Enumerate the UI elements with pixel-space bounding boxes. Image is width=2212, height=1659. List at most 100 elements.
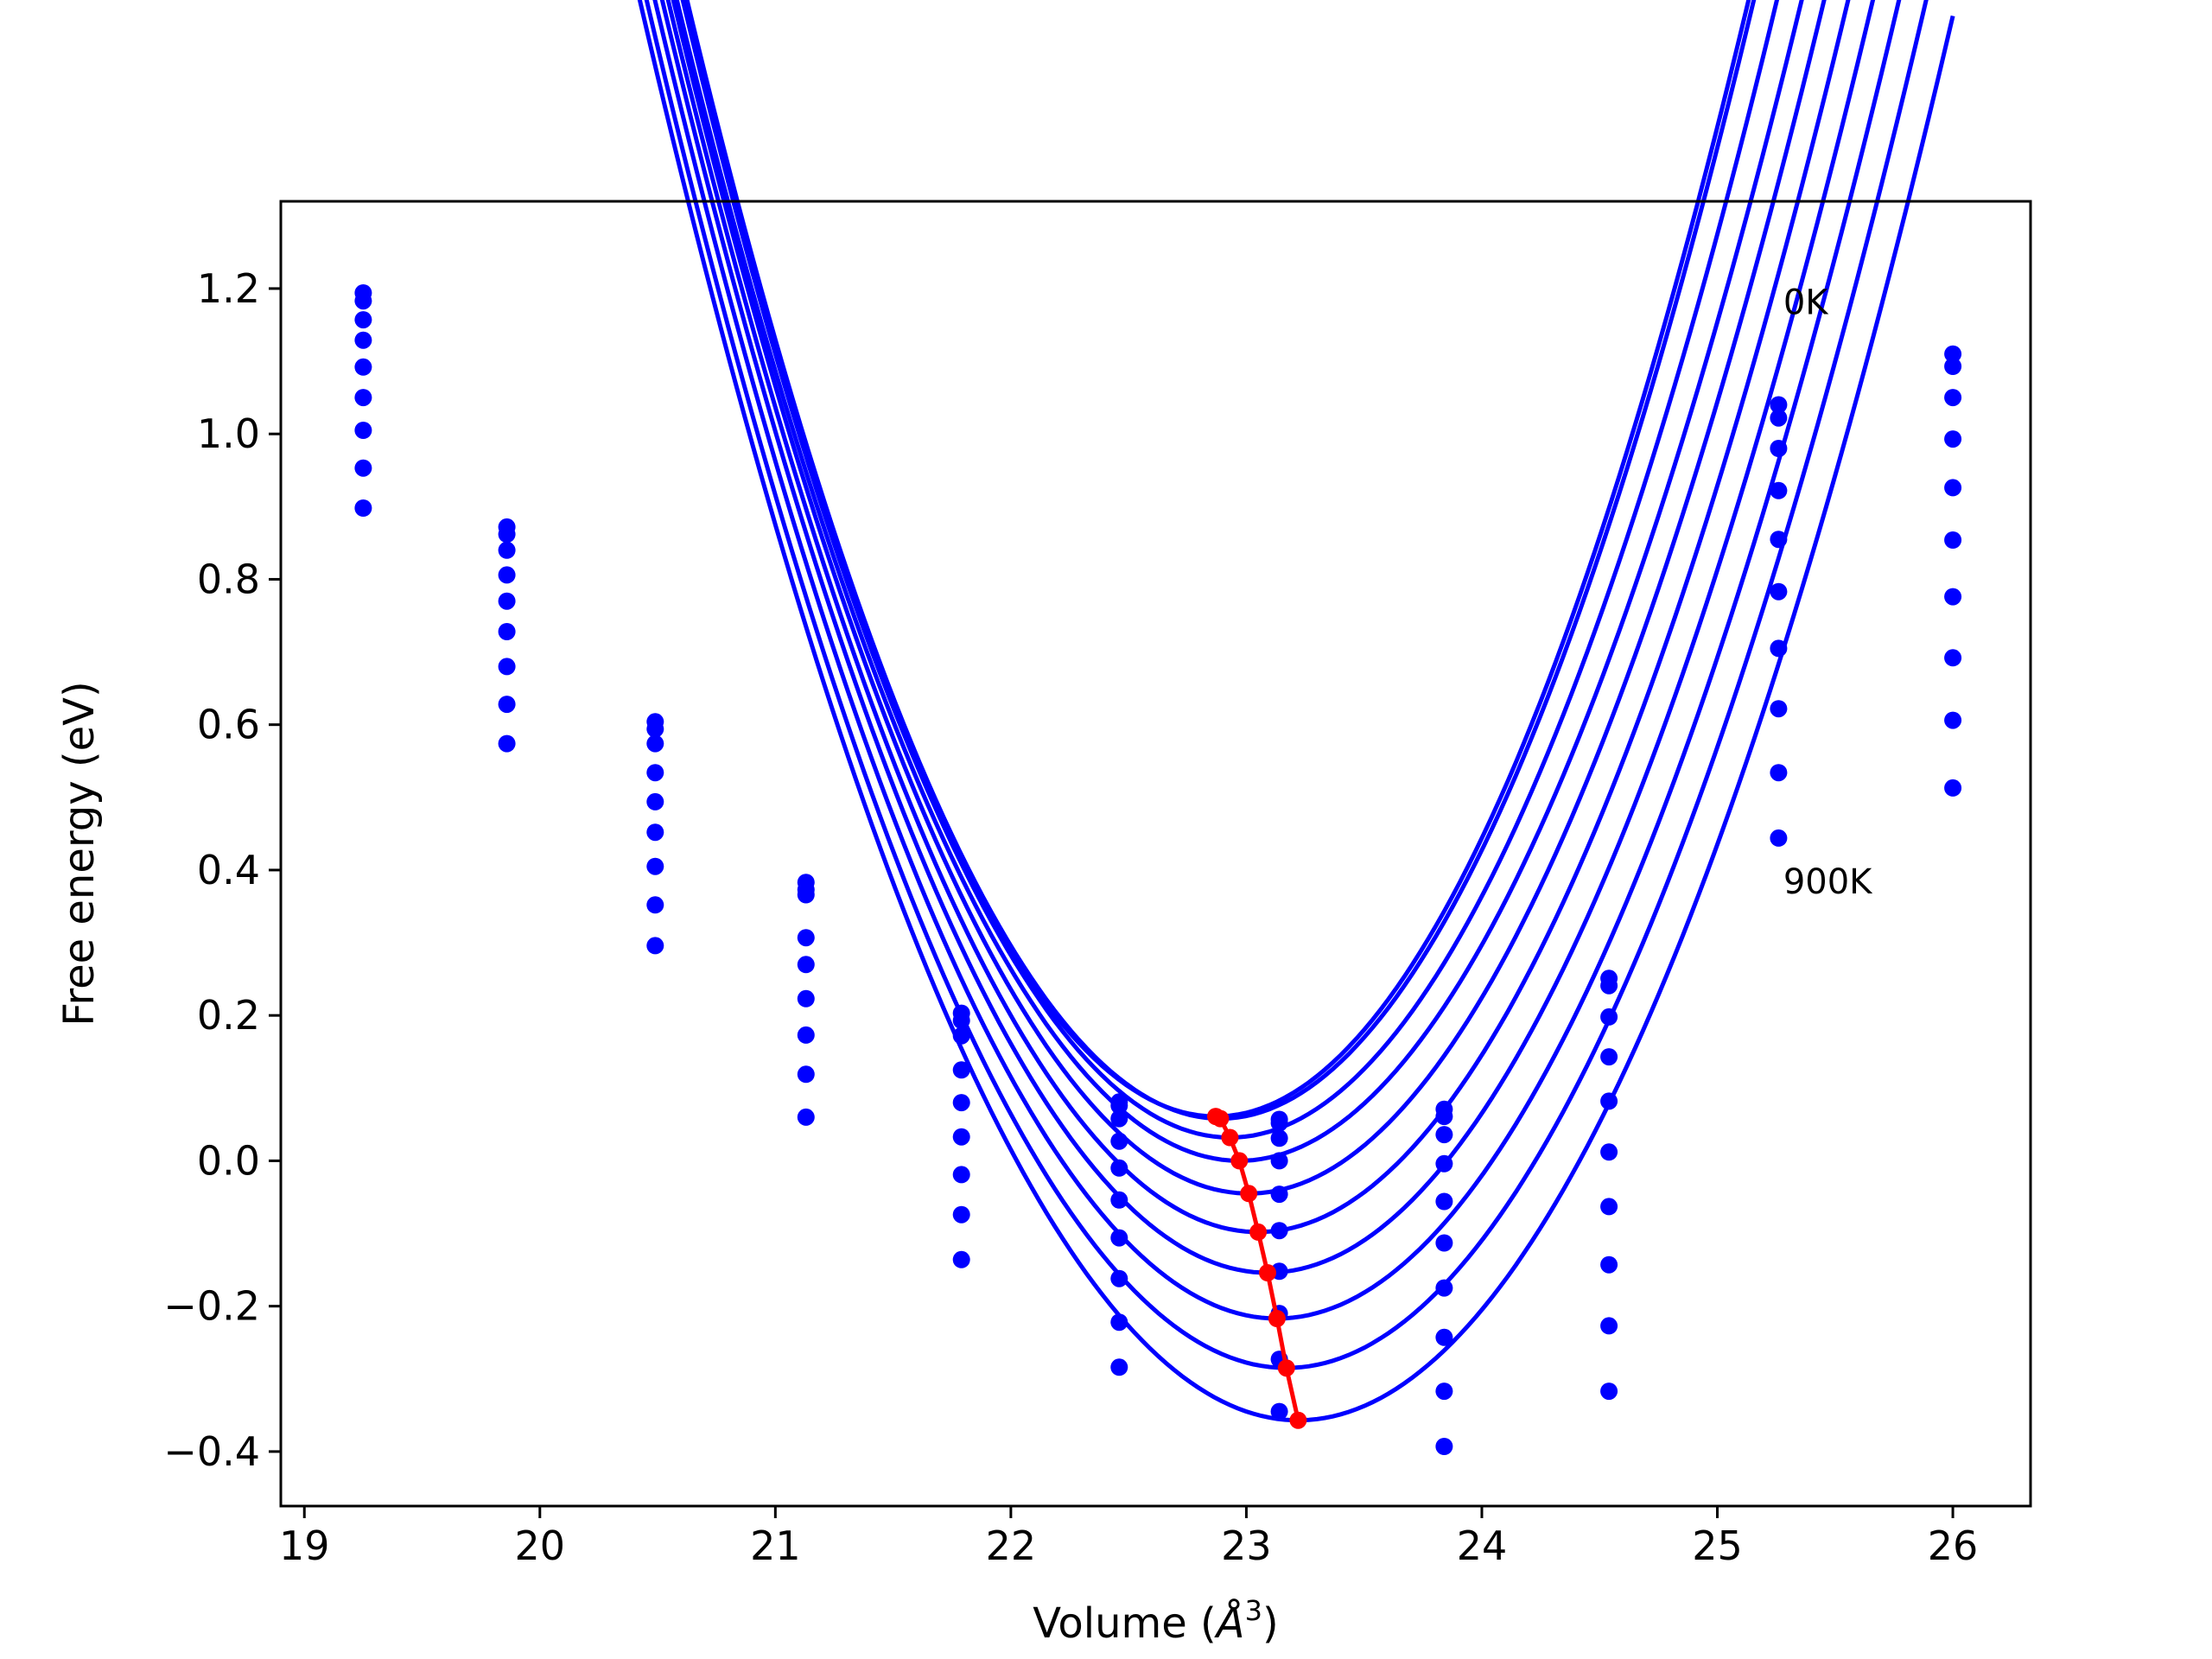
fit-curve-1 (684, 0, 1757, 1122)
data-point (1770, 700, 1788, 718)
x-tick-label: 19 (279, 1522, 330, 1569)
data-point (952, 1250, 970, 1268)
data-point (952, 1205, 970, 1224)
x-axis-label-exponent: 3 (1245, 1594, 1262, 1627)
data-point (1944, 389, 1962, 407)
minimum-point (1240, 1185, 1258, 1203)
data-point (952, 1094, 970, 1112)
data-point (952, 1027, 970, 1045)
minimum-point (1277, 1359, 1295, 1377)
minimum-point (1221, 1128, 1239, 1147)
data-point (646, 792, 664, 810)
minimum-point (1259, 1264, 1276, 1281)
fit-curve-2 (680, 0, 1780, 1141)
data-point (498, 658, 516, 676)
x-tick-label: 24 (1457, 1522, 1508, 1569)
minima-curve (1207, 1108, 1307, 1429)
data-point (797, 1026, 815, 1044)
data-point (498, 696, 516, 714)
data-point (1600, 1143, 1618, 1161)
y-tick-label: −0.4 (163, 1428, 260, 1475)
data-point (1770, 409, 1788, 427)
data-point (498, 592, 516, 610)
data-point (1770, 481, 1788, 499)
data-point (952, 1061, 970, 1079)
data-point (797, 956, 815, 974)
fit-curve-7 (652, 0, 1902, 1321)
data-point (354, 358, 372, 376)
minimum-point (1289, 1411, 1307, 1429)
data-point (1770, 440, 1788, 457)
data-point (1435, 1279, 1453, 1297)
data-point (1770, 829, 1788, 847)
data-point (1110, 1269, 1128, 1287)
data-point (1435, 1328, 1453, 1346)
data-point (354, 292, 372, 310)
data-point (646, 937, 664, 955)
data-point (1600, 1092, 1618, 1110)
x-tick-label: 21 (750, 1522, 801, 1569)
data-point (1944, 479, 1962, 497)
data-point (1435, 1438, 1453, 1455)
fit-curve-4 (671, 0, 1827, 1196)
minimum-point (1249, 1223, 1268, 1241)
data-point (498, 541, 516, 559)
data-point (797, 929, 815, 947)
data-point (1435, 1234, 1453, 1252)
data-point (1944, 358, 1962, 375)
data-point (1944, 588, 1962, 606)
fit-curve-3 (674, 0, 1804, 1163)
data-point (1110, 1132, 1128, 1150)
x-axis-label-close: ) (1262, 1599, 1279, 1648)
data-point (1270, 1222, 1288, 1240)
data-point (1770, 582, 1788, 601)
data-point (646, 734, 664, 753)
x-tick-label: 20 (515, 1522, 566, 1569)
data-point (1770, 764, 1788, 782)
data-point (354, 331, 372, 349)
data-point (1110, 1358, 1128, 1376)
data-point (1110, 1313, 1128, 1332)
data-point (1110, 1191, 1128, 1209)
data-point (952, 1012, 970, 1030)
data-point (354, 459, 372, 477)
data-point (1110, 1109, 1128, 1128)
x-axis-label-unit: Å (1214, 1599, 1245, 1648)
data-point (646, 764, 664, 782)
data-point (498, 623, 516, 640)
y-tick-label: 0.2 (197, 992, 260, 1039)
data-point (646, 896, 664, 914)
data-point (1600, 1007, 1618, 1026)
data-point (646, 857, 664, 875)
data-points (354, 284, 1962, 1455)
y-tick-label: −0.2 (163, 1283, 260, 1330)
data-point (1600, 1317, 1618, 1335)
data-point (1270, 1402, 1288, 1421)
plot-frame (279, 200, 2032, 1508)
data-point (1770, 531, 1788, 549)
fit-curve-5 (665, 0, 1851, 1235)
data-point (1600, 1255, 1618, 1274)
data-point (1110, 1159, 1128, 1177)
fit-curve-9 (637, 0, 1955, 1423)
data-point (354, 499, 372, 517)
temperature-annotations: 0K 900K (1783, 283, 1873, 901)
fit-curve-8 (644, 0, 1929, 1370)
data-point (1770, 396, 1788, 414)
temperature-label: 900K (1783, 862, 1873, 902)
data-point (1944, 711, 1962, 729)
data-point (1944, 430, 1962, 448)
data-point (1270, 1114, 1288, 1132)
x-tick-label: 23 (1221, 1522, 1272, 1569)
y-tick-label: 0.8 (197, 556, 260, 602)
fitted-curves (637, 0, 1955, 1423)
data-point (1270, 1129, 1288, 1147)
data-point (646, 823, 664, 842)
minimum-point (1230, 1152, 1249, 1170)
data-point (1944, 649, 1962, 667)
x-axis-label: Volume (Å3) (1033, 1594, 1278, 1648)
y-tick-label: 0.6 (197, 702, 260, 748)
data-point (1270, 1152, 1288, 1170)
data-point (1600, 1382, 1618, 1401)
